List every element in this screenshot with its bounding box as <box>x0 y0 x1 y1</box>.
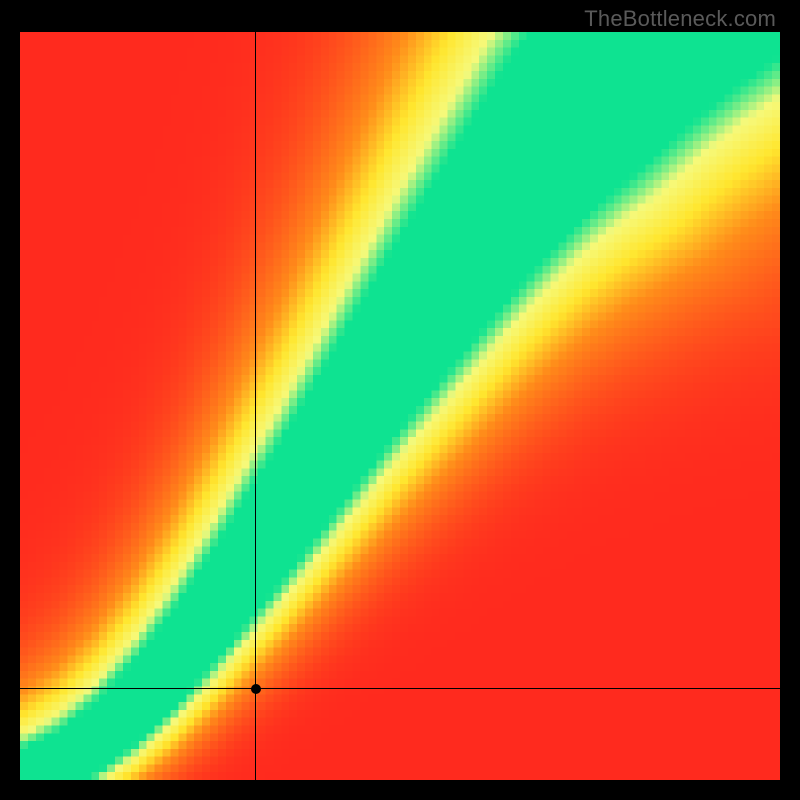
crosshair-horizontal <box>20 688 780 689</box>
crosshair-marker <box>251 684 261 694</box>
crosshair-vertical <box>255 32 256 780</box>
watermark-text: TheBottleneck.com <box>584 6 776 32</box>
heatmap-plot <box>20 32 780 780</box>
heatmap-canvas <box>20 32 780 780</box>
